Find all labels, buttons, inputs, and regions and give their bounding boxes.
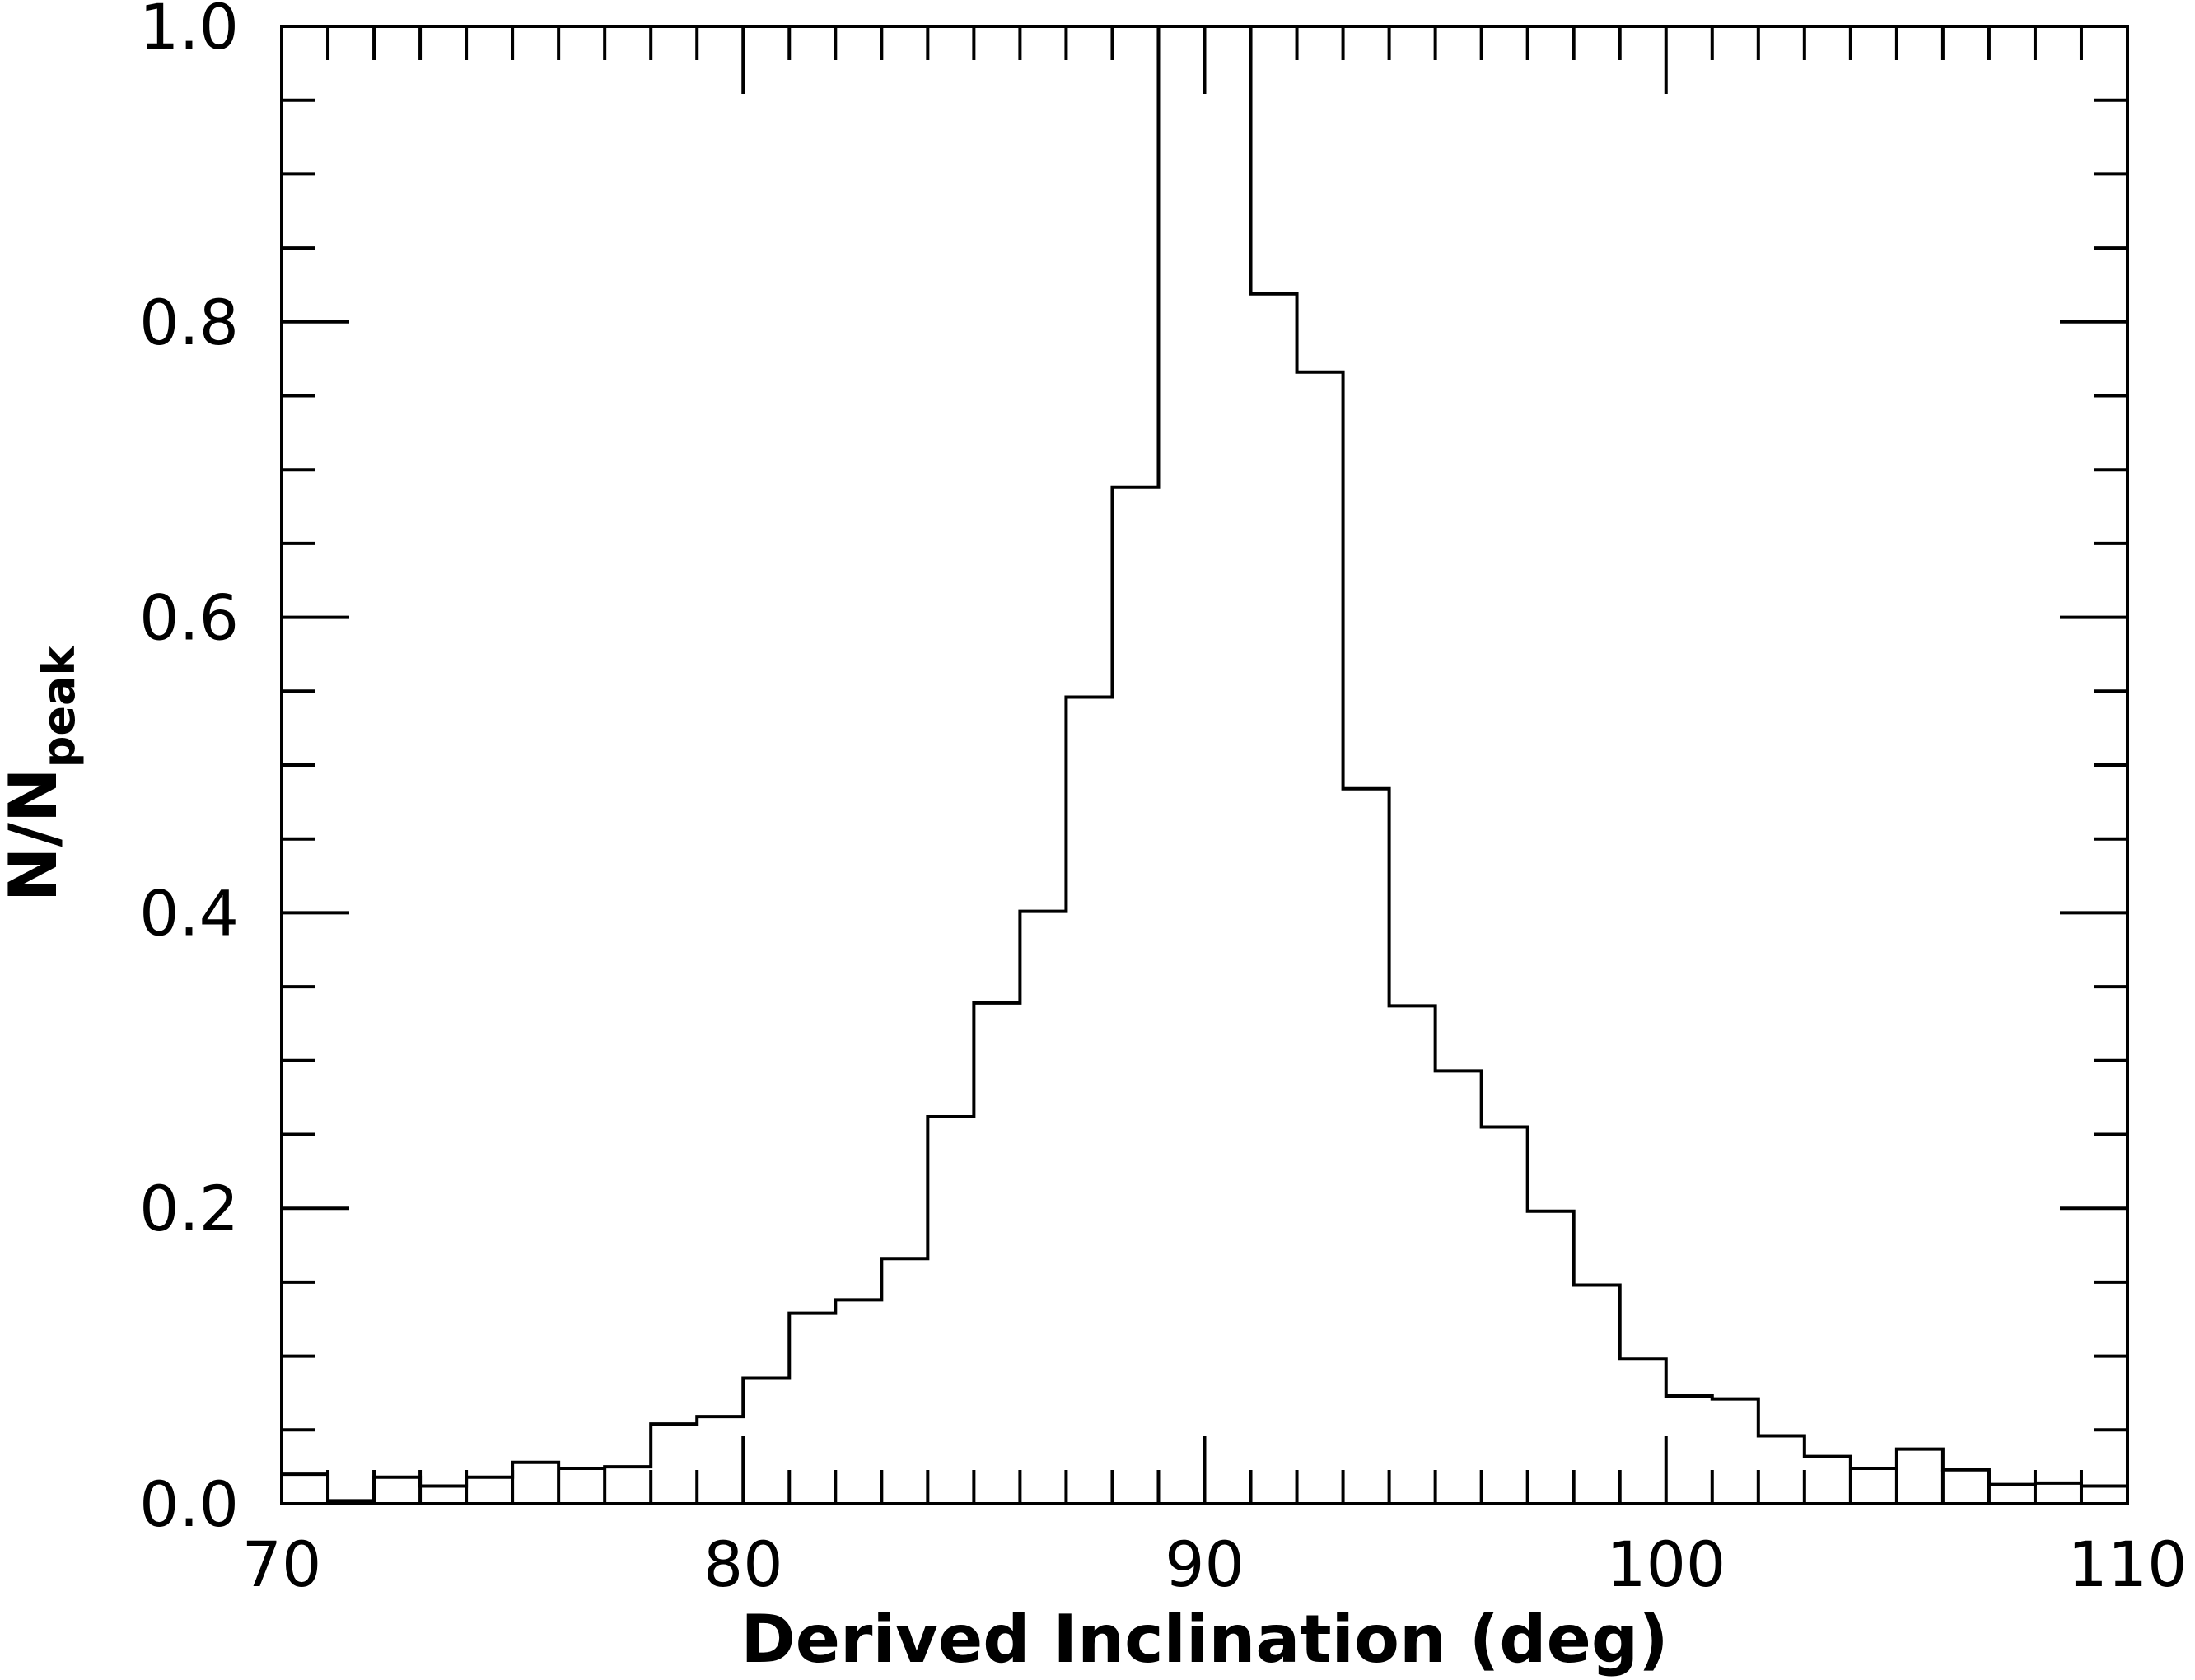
histogram-bin (1851, 1468, 1897, 1504)
y-tick-label: 0.8 (139, 286, 239, 359)
x-tick-label: 90 (1165, 1528, 1245, 1601)
histogram-bin (1897, 1449, 1943, 1504)
y-tick-label: 0.0 (139, 1468, 239, 1541)
x-tick-label: 80 (703, 1528, 783, 1601)
histogram-bin (881, 1258, 927, 1504)
x-tick-labels: 70 80 90 100 110 (242, 1528, 2188, 1601)
histogram-bin (1620, 1359, 1666, 1504)
histogram-bin (1436, 1071, 1482, 1504)
histogram-bin (605, 1467, 651, 1504)
histogram-bin (512, 1463, 558, 1504)
x-tick-label: 110 (2067, 1528, 2187, 1601)
histogram-step-outline (280, 25, 2129, 1504)
histogram-bin (1343, 789, 1389, 1504)
histogram-bin (1158, 26, 1204, 1504)
y-tick-label: 1.0 (139, 0, 239, 63)
histogram-bin (1297, 372, 1343, 1504)
y-axis-title-main: N/N (0, 768, 72, 902)
y-tick-label: 0.4 (139, 876, 239, 950)
histogram-bin (558, 1468, 605, 1504)
histogram-bin (1943, 1470, 1989, 1504)
histogram-bin (282, 1474, 328, 1504)
x-tick-label: 100 (1606, 1528, 1726, 1601)
histogram-bin (2035, 1483, 2081, 1504)
histogram-bin (974, 1003, 1020, 1504)
histogram-bin (1712, 1399, 1758, 1504)
histogram-bin (1758, 1435, 1805, 1504)
histogram-bin (1251, 294, 1297, 1504)
histogram-bin (789, 1314, 835, 1504)
histogram-bin (466, 1477, 512, 1504)
y-tick-label: 0.6 (139, 581, 239, 655)
histogram-bin (697, 1416, 743, 1504)
histogram-bin (2081, 1486, 2127, 1504)
histogram-bin (1205, 26, 1251, 1504)
x-tick-label: 70 (242, 1528, 322, 1601)
x-axis-title: Derived Inclination (deg) (740, 1601, 1668, 1678)
histogram-bin (1989, 1485, 2035, 1504)
y-axis-title: N/Npeak (0, 646, 85, 903)
histogram-bin (1112, 488, 1158, 1504)
histogram-bin (1666, 1396, 1712, 1504)
histogram-bin (1528, 1211, 1574, 1504)
histogram-bin (1805, 1457, 1851, 1504)
histogram-bin (1389, 1006, 1436, 1504)
plot-frame (280, 25, 2129, 1505)
histogram-bin (743, 1379, 789, 1504)
histogram-bin (374, 1477, 420, 1504)
histogram-bin (1066, 697, 1112, 1504)
histogram-bin (1020, 912, 1066, 1504)
histogram-bin (1574, 1285, 1620, 1504)
histogram-bins (282, 26, 2127, 1504)
histogram-bin (835, 1300, 881, 1504)
y-tick-labels: 0.0 0.2 0.4 0.6 0.8 1.0 (139, 0, 239, 1541)
y-axis-title-subscript: peak (33, 646, 85, 768)
histogram-bin (420, 1486, 466, 1504)
histogram-bin (927, 1117, 974, 1504)
histogram-bin (1482, 1127, 1528, 1504)
axis-ticks (280, 25, 2129, 1505)
histogram-bin (651, 1424, 697, 1504)
y-tick-label: 0.2 (139, 1172, 239, 1245)
